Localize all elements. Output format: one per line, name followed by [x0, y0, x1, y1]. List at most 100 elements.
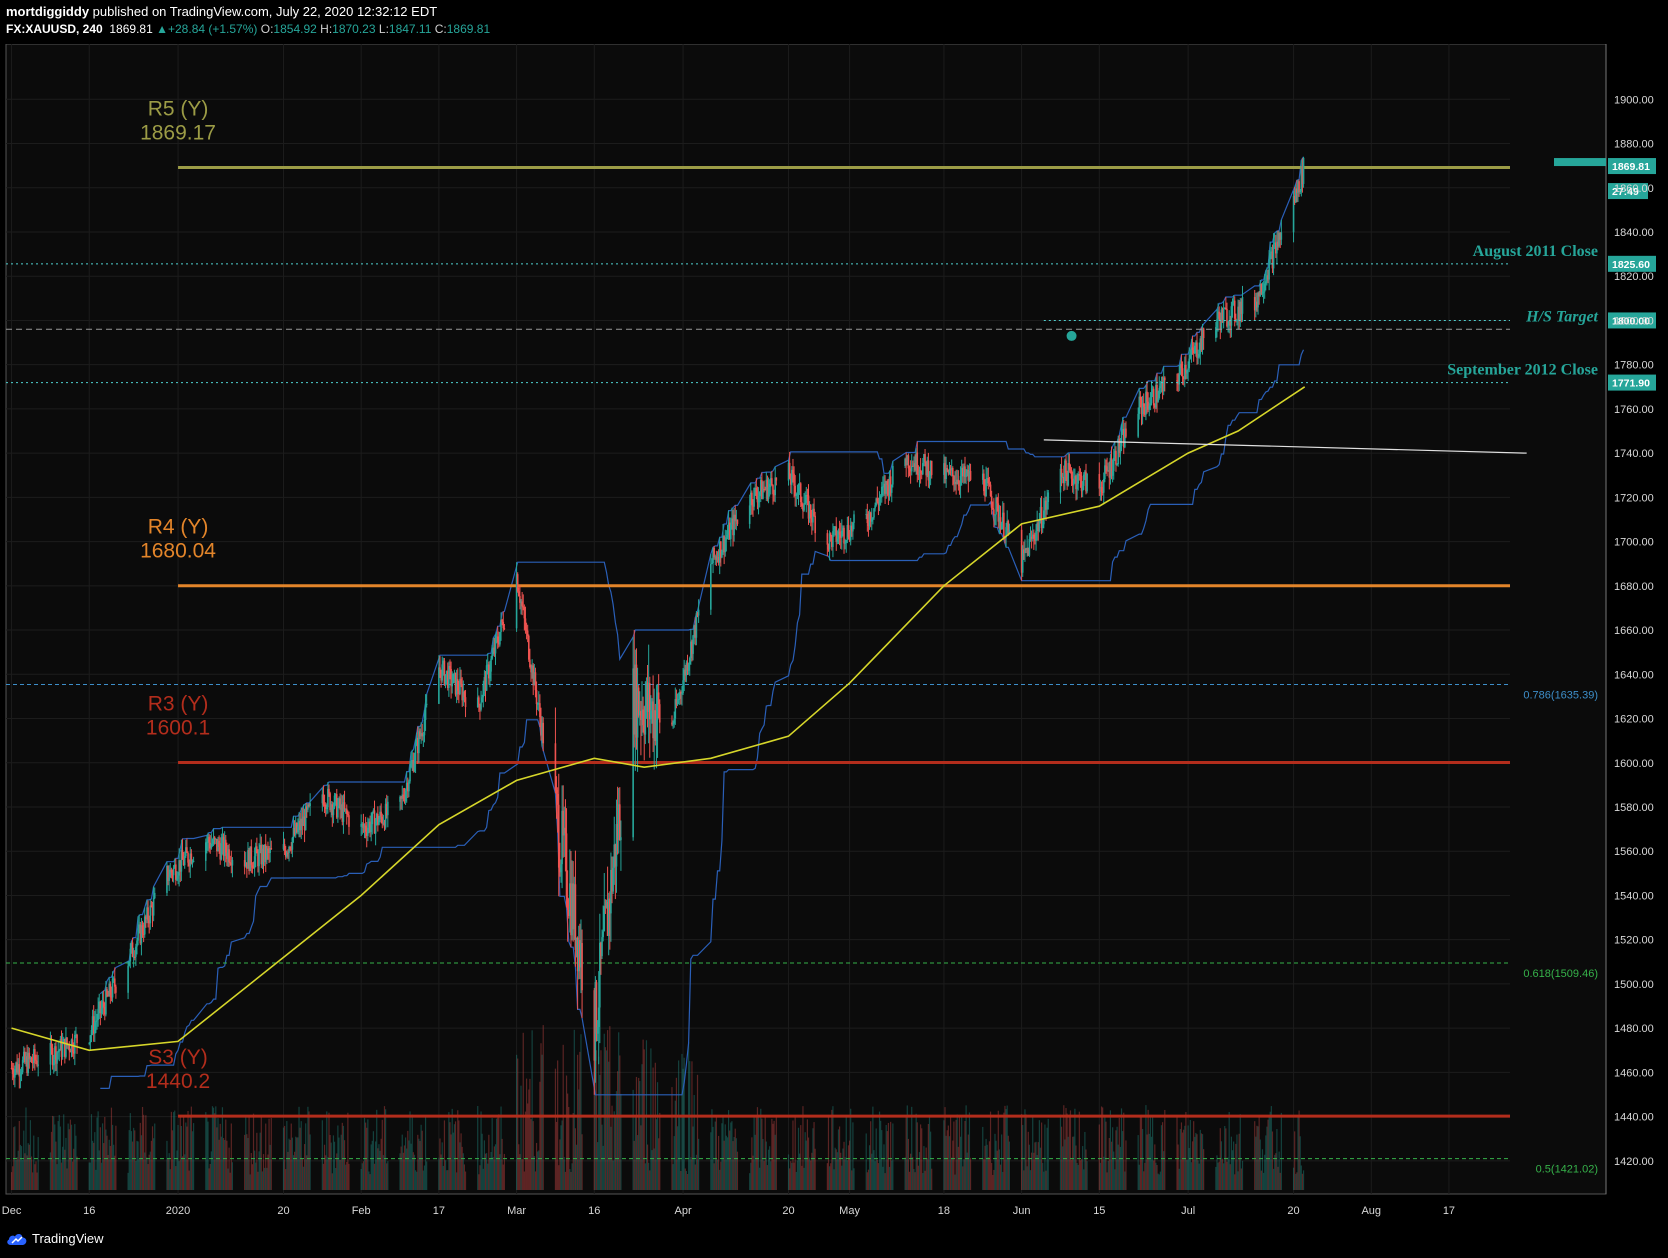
candle-body: [683, 669, 685, 681]
candle-body: [1027, 547, 1030, 556]
candle-body: [485, 665, 488, 691]
volume-bar: [306, 1155, 308, 1190]
volume-bar: [1063, 1105, 1065, 1190]
candle-body: [849, 525, 852, 541]
volume-bar: [613, 1111, 615, 1190]
candle-body: [1059, 468, 1062, 493]
volume-bar: [134, 1130, 136, 1190]
candle-body: [906, 455, 909, 466]
volume-bar: [830, 1163, 832, 1190]
volume-bar: [464, 1171, 467, 1190]
volume-bar: [1297, 1115, 1299, 1190]
volume-bar: [493, 1146, 495, 1190]
volume-bar: [851, 1170, 853, 1190]
volume-bar: [341, 1122, 343, 1190]
candle-body: [948, 468, 951, 474]
candle-body: [866, 514, 869, 524]
tradingview-logo[interactable]: TradingView: [6, 1231, 104, 1246]
candle-body: [1154, 405, 1156, 408]
candle-body: [764, 489, 767, 491]
volume-bar: [104, 1116, 106, 1190]
candle-body: [1044, 500, 1046, 511]
candle-body: [191, 861, 194, 864]
candle-body: [692, 635, 694, 654]
volume-bar: [113, 1144, 115, 1190]
volume-bar: [502, 1164, 504, 1190]
candle-body: [1265, 281, 1267, 284]
volume-bar: [801, 1165, 803, 1190]
candle-body: [24, 1051, 26, 1063]
volume-bar: [73, 1148, 75, 1190]
candle-body: [1029, 536, 1032, 540]
candle-body: [244, 862, 247, 867]
volume-bar: [875, 1128, 877, 1190]
volume-bar: [910, 1153, 912, 1190]
volume-bar: [679, 1116, 681, 1190]
volume-bar: [497, 1117, 499, 1190]
candle-body: [610, 869, 612, 914]
candle-body: [489, 671, 491, 679]
volume-bar: [922, 1173, 924, 1190]
candle-body: [1215, 327, 1217, 339]
volume-bar: [1065, 1108, 1067, 1190]
volume-bar: [372, 1131, 374, 1190]
candle-body: [187, 852, 189, 863]
symbol-label[interactable]: FX:XAUUSD, 240: [6, 22, 103, 36]
candle-body: [564, 827, 567, 834]
candle-body: [877, 501, 880, 506]
candle-body: [807, 495, 810, 519]
candle-body: [637, 687, 640, 716]
candle-body: [749, 492, 752, 506]
candle-body: [987, 477, 990, 484]
volume-bar: [484, 1153, 487, 1190]
candle-body: [1299, 190, 1302, 193]
author-name[interactable]: mortdiggiddy: [6, 4, 90, 19]
candle-body: [1185, 364, 1187, 374]
volume-bar: [178, 1161, 180, 1190]
candle-body: [302, 816, 305, 826]
volume-bar: [887, 1122, 890, 1190]
candle-body: [1236, 319, 1238, 321]
footer: [0, 1218, 1668, 1258]
candle-body: [944, 463, 946, 480]
volume-bar: [1188, 1147, 1190, 1190]
volume-bar: [993, 1169, 995, 1190]
candle-body: [1069, 469, 1072, 471]
candle-body: [1300, 166, 1303, 191]
candle-body: [887, 484, 890, 496]
candle-body: [791, 469, 793, 485]
candle-body: [905, 458, 907, 466]
volume-bar: [269, 1144, 271, 1190]
volume-bar: [865, 1133, 867, 1190]
candle-body: [1219, 318, 1222, 330]
candle-body: [56, 1052, 58, 1064]
candle-body: [143, 916, 146, 935]
candle-body: [257, 853, 259, 867]
volume-bar: [607, 1030, 609, 1190]
volume-bar: [265, 1123, 267, 1190]
candle-body: [1200, 338, 1203, 350]
volume-bar: [730, 1122, 732, 1190]
candle-body: [913, 463, 915, 467]
volume-bar: [452, 1132, 454, 1190]
volume-bar: [1036, 1155, 1038, 1190]
candle-body: [557, 804, 560, 868]
volume-bar: [635, 1076, 638, 1190]
annotation-label: September 2012 Close: [1447, 362, 1598, 379]
volume-bar: [1183, 1129, 1185, 1190]
volume-bar: [94, 1132, 96, 1190]
candle-body: [148, 920, 150, 924]
volume-bar: [1230, 1136, 1232, 1190]
candle-body: [61, 1043, 64, 1057]
candle-body: [499, 632, 501, 645]
volume-bar: [1086, 1161, 1088, 1190]
candle-body: [769, 478, 772, 484]
candle-body: [751, 492, 753, 505]
volume-bar: [1123, 1112, 1125, 1190]
volume-bar: [1179, 1128, 1181, 1190]
volume-bar: [560, 1125, 562, 1190]
volume-bar: [457, 1110, 459, 1190]
volume-bar: [131, 1141, 134, 1190]
candle-body: [910, 465, 913, 472]
